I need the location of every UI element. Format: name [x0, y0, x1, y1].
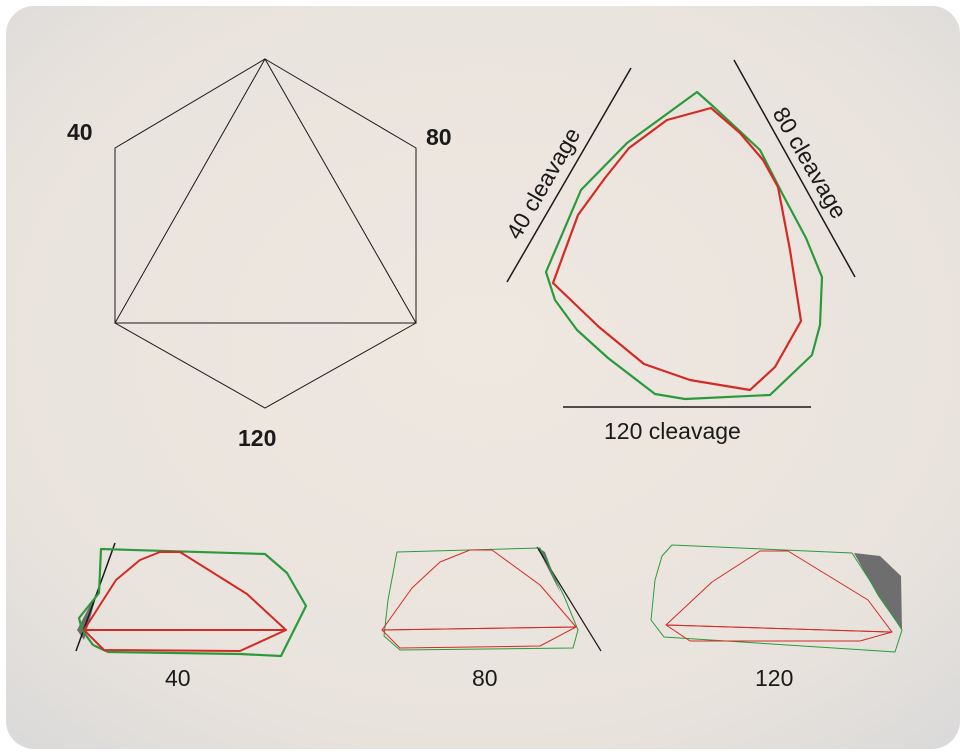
red-pavilion-side-80 — [381, 626, 577, 649]
red-pavilion-side-120 — [665, 624, 893, 642]
green-outline-side-80 — [383, 547, 579, 651]
green-outline-side-40 — [77, 547, 308, 658]
side-view-label-40: 40 — [165, 665, 191, 691]
hexagon-label-80: 80 — [426, 124, 452, 150]
background-panel — [6, 6, 960, 749]
hexagon-label-120: 120 — [238, 425, 277, 451]
inscribed-triangle — [114, 57, 417, 324]
cleavage-line-80 — [733, 59, 856, 278]
side-view-40 — [75, 542, 308, 658]
red-outline — [551, 106, 803, 392]
side-view-label-120: 120 — [755, 665, 794, 691]
red-pavilion-side-40 — [83, 629, 287, 652]
cleavage-outline-view — [506, 59, 856, 408]
green-outline-side-120 — [650, 544, 903, 653]
shadow-wedge-80 — [537, 547, 564, 600]
red-crown-side-80 — [381, 549, 577, 631]
hexagon-diagram — [114, 57, 417, 409]
side-view-label-80: 80 — [472, 665, 498, 691]
red-crown-side-40 — [83, 551, 287, 631]
label-120-cleavage: 120 cleavage — [604, 418, 741, 444]
cleavage-line-40 — [506, 67, 632, 283]
hexagon-label-40: 40 — [67, 119, 93, 145]
hexagon-outline — [114, 58, 417, 409]
side-view-120 — [650, 544, 903, 653]
side-view-80 — [381, 546, 602, 652]
